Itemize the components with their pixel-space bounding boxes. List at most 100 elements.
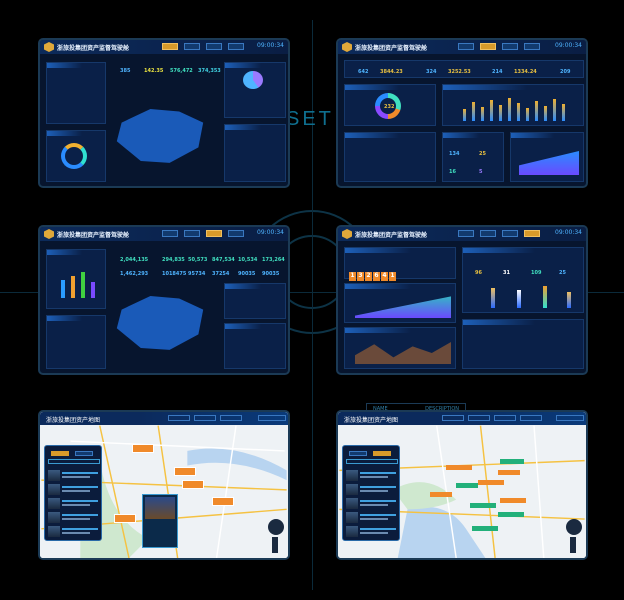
counter-digit: 2 bbox=[365, 272, 372, 281]
right-card bbox=[224, 124, 286, 182]
header: 浙旅投集团资产监督驾驶舱 09:00:34 bbox=[338, 227, 586, 241]
navigate-button[interactable] bbox=[268, 519, 284, 535]
filter-select[interactable] bbox=[468, 415, 490, 421]
map-marker[interactable] bbox=[182, 480, 204, 489]
tab-button[interactable] bbox=[75, 451, 93, 456]
map-marker[interactable] bbox=[132, 444, 154, 453]
bar bbox=[490, 100, 493, 121]
donut-chart bbox=[61, 143, 87, 169]
kpi: 3844.23 bbox=[380, 69, 403, 75]
search-input[interactable] bbox=[346, 459, 398, 464]
list-item[interactable] bbox=[346, 526, 398, 540]
col-name: NAME bbox=[373, 406, 388, 412]
navigate-button[interactable] bbox=[566, 519, 582, 535]
filter-select[interactable] bbox=[442, 415, 464, 421]
filter-select[interactable] bbox=[220, 415, 242, 421]
tab-button[interactable] bbox=[349, 451, 367, 456]
item-detail bbox=[360, 490, 388, 492]
nav-button[interactable] bbox=[502, 230, 518, 237]
layer-button[interactable] bbox=[556, 415, 584, 421]
kpi: 10,534 bbox=[238, 257, 258, 263]
item-title bbox=[62, 472, 98, 474]
map-marker[interactable] bbox=[430, 492, 452, 497]
map-header: 浙旅投集团资产地图 bbox=[338, 412, 586, 425]
stat: 134 bbox=[449, 151, 460, 157]
map-marker[interactable] bbox=[114, 514, 136, 523]
list-item[interactable] bbox=[346, 512, 398, 526]
logo-icon bbox=[342, 42, 352, 52]
hex-value: 109 bbox=[531, 270, 542, 276]
stat: 5 bbox=[479, 169, 483, 175]
filter-select[interactable] bbox=[194, 415, 216, 421]
tab-button[interactable] bbox=[51, 451, 69, 456]
bar bbox=[472, 102, 475, 121]
nav-button[interactable] bbox=[162, 43, 178, 50]
area-card bbox=[344, 283, 456, 323]
kpi: 209 bbox=[560, 69, 571, 75]
layer-button[interactable] bbox=[258, 415, 286, 421]
nav-button[interactable] bbox=[480, 230, 496, 237]
nav-button[interactable] bbox=[524, 230, 540, 237]
list-item[interactable] bbox=[48, 498, 100, 512]
kpi: 576,472 bbox=[170, 68, 193, 74]
nav-button[interactable] bbox=[480, 43, 496, 50]
nav-button[interactable] bbox=[206, 43, 222, 50]
nav-button[interactable] bbox=[524, 43, 540, 50]
list-item[interactable] bbox=[48, 526, 100, 540]
zoom-controls[interactable] bbox=[570, 537, 576, 553]
asset-list bbox=[44, 445, 102, 541]
bar bbox=[562, 104, 565, 121]
tab-button[interactable] bbox=[373, 451, 391, 456]
map-marker[interactable] bbox=[500, 459, 524, 464]
bar bbox=[526, 108, 529, 121]
nav-button[interactable] bbox=[228, 230, 244, 237]
bar bbox=[499, 105, 502, 121]
kpi: 324 bbox=[426, 69, 437, 75]
item-title bbox=[360, 472, 396, 474]
item-title bbox=[62, 514, 98, 516]
nav-button[interactable] bbox=[228, 43, 244, 50]
kpi: 642 bbox=[358, 69, 369, 75]
zoom-controls[interactable] bbox=[272, 537, 278, 553]
map-marker[interactable] bbox=[456, 483, 478, 488]
nav-button[interactable] bbox=[458, 43, 474, 50]
map-marker[interactable] bbox=[500, 498, 526, 503]
stat: 25 bbox=[479, 151, 486, 157]
stats-card: 134 25 16 5 bbox=[442, 132, 504, 182]
filter-select[interactable] bbox=[520, 415, 542, 421]
asset-thumbnail bbox=[346, 526, 358, 537]
nav-button[interactable] bbox=[206, 230, 222, 237]
asset-thumbnail bbox=[48, 512, 60, 523]
list-item[interactable] bbox=[48, 484, 100, 498]
map-marker[interactable] bbox=[174, 467, 196, 476]
nav-button[interactable] bbox=[184, 43, 200, 50]
kpi: 1018475 bbox=[162, 271, 187, 277]
list-item[interactable] bbox=[48, 512, 100, 526]
map-marker[interactable] bbox=[498, 512, 524, 517]
map-marker[interactable] bbox=[472, 526, 498, 531]
map-marker[interactable] bbox=[470, 503, 496, 508]
search-input[interactable] bbox=[48, 459, 100, 464]
nav-button[interactable] bbox=[184, 230, 200, 237]
list-item[interactable] bbox=[346, 470, 398, 484]
list-item[interactable] bbox=[346, 484, 398, 498]
nav-button[interactable] bbox=[162, 230, 178, 237]
page-title: 浙旅投集团资产监督驾驶舱 bbox=[355, 45, 428, 52]
list-item[interactable] bbox=[346, 498, 398, 512]
list-item[interactable] bbox=[48, 470, 100, 484]
filter-select[interactable] bbox=[168, 415, 190, 421]
nav-button[interactable] bbox=[502, 43, 518, 50]
filter-select[interactable] bbox=[494, 415, 516, 421]
donut-center: 232 bbox=[384, 104, 395, 110]
map-marker[interactable] bbox=[498, 470, 520, 475]
header: 浙旅投集团资产监督驾驶舱 09:00:34 bbox=[40, 227, 288, 241]
map-marker[interactable] bbox=[212, 497, 234, 506]
map-marker[interactable] bbox=[478, 480, 504, 485]
bar bbox=[535, 101, 538, 121]
kpi: 173,264 bbox=[262, 257, 285, 263]
bar bbox=[567, 292, 571, 308]
nav-button[interactable] bbox=[458, 230, 474, 237]
kpi: 90035 bbox=[262, 271, 280, 277]
map-marker[interactable] bbox=[446, 465, 472, 470]
hex-value: 31 bbox=[503, 270, 510, 276]
